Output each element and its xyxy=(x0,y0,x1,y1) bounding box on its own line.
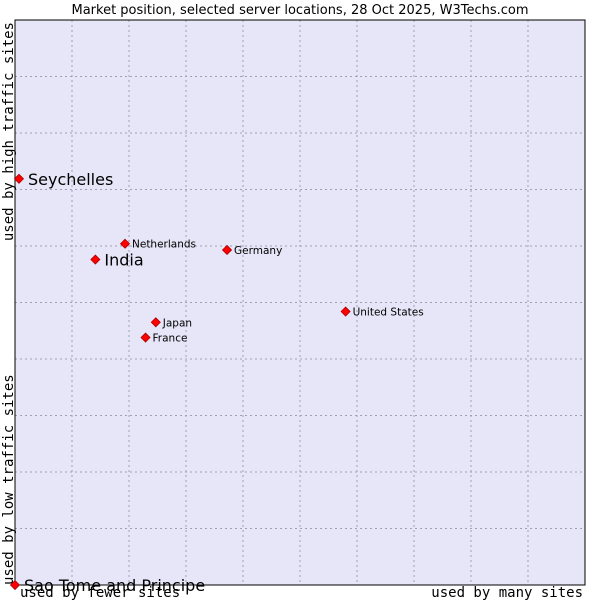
point-marker-seychelles xyxy=(13,173,25,184)
point-label-seychelles: Seychelles xyxy=(28,170,113,189)
gridlines xyxy=(15,20,585,585)
x-axis-label-low: used by fewer sites xyxy=(20,585,180,600)
point-label-sao-tome-and-principe: Sao Tome and Principe xyxy=(24,576,205,595)
chart-title: Market position, selected server locatio… xyxy=(71,3,528,18)
point-marker-united-states xyxy=(340,306,351,317)
point-marker-india xyxy=(90,254,101,265)
point-label-netherlands: Netherlands xyxy=(132,239,196,251)
point-label-germany: Germany xyxy=(234,245,282,257)
point-label-japan: Japan xyxy=(162,317,192,329)
point-marker-france xyxy=(140,332,151,343)
point-marker-sao-tome-and-principe xyxy=(9,579,21,591)
y-axis-label-high: used by high traffic sites xyxy=(1,22,17,241)
x-axis-label-high: used by many sites xyxy=(431,585,583,600)
y-axis-label-low: used by low traffic sites xyxy=(1,374,17,585)
point-marker-germany xyxy=(221,244,233,256)
point-label-india: India xyxy=(104,251,143,270)
plot-frame xyxy=(14,19,586,586)
point-marker-netherlands xyxy=(119,238,131,249)
point-marker-japan xyxy=(150,317,161,328)
point-label-france: France xyxy=(153,333,188,345)
point-label-united-states: United States xyxy=(353,307,424,319)
